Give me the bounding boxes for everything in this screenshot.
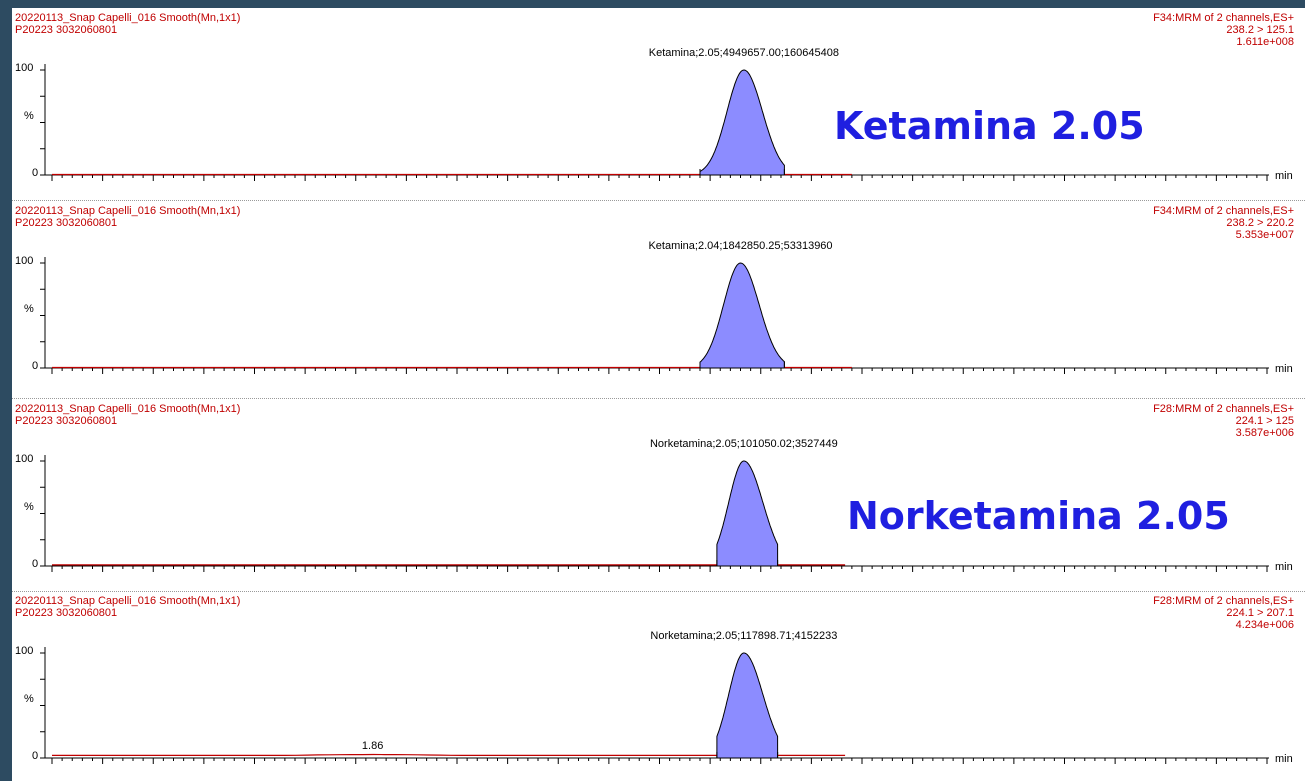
y-tick-percent: % (24, 303, 34, 315)
y-tick-0: 0 (32, 360, 39, 372)
y-tick-percent: % (24, 110, 34, 122)
transition-label: 238.2 > 220.2 (1226, 217, 1294, 229)
peak-label: Ketamina;2.05;4949657.00;160645408 (649, 47, 839, 59)
chromatogram-plot: min Norketamina;2.05;117898.71;4152233 1.8… (40, 630, 1293, 765)
sample-id: P20223 3032060801 (15, 607, 118, 619)
compound-annotation: Norketamina 2.05 (847, 494, 1230, 538)
y-tick-0: 0 (32, 167, 39, 179)
y-tick-percent: % (24, 693, 34, 705)
y-tick-100: 100 (15, 255, 34, 267)
sample-name: 20220113_Snap Capelli_016 Smooth(Mn,1x1) (15, 205, 241, 217)
chromatogram-plot: min Ketamina;2.05;4949657.00;160645408 (40, 47, 1293, 182)
peak-area (699, 262, 785, 369)
intensity-label: 5.353e+007 (1235, 229, 1294, 241)
y-tick-100: 100 (15, 645, 34, 657)
x-unit-label: min (1275, 561, 1293, 573)
chromatogram-panel: 20220113_Snap Capelli_016 Smooth(Mn,1x1)… (12, 8, 1305, 201)
baseline-trace (52, 753, 717, 756)
sample-id: P20223 3032060801 (15, 415, 118, 427)
function-label: F28:MRM of 2 channels,ES+ (1153, 595, 1294, 607)
x-unit-label: min (1275, 363, 1293, 375)
sample-name: 20220113_Snap Capelli_016 Smooth(Mn,1x1) (15, 12, 241, 24)
intensity-label: 1.611e+008 (1236, 36, 1294, 48)
minor-peak-label: 1.86 (362, 740, 383, 752)
chromatogram-panel: 20220113_Snap Capelli_016 Smooth(Mn,1x1)… (12, 591, 1305, 781)
transition-label: 238.2 > 125.1 (1226, 24, 1294, 36)
chromatogram-window: 20220113_Snap Capelli_016 Smooth(Mn,1x1)… (12, 8, 1305, 781)
y-tick-percent: % (24, 501, 34, 513)
sample-id: P20223 3032060801 (15, 24, 118, 36)
y-tick-0: 0 (32, 558, 39, 570)
x-unit-label: min (1275, 753, 1293, 765)
peak-area (699, 69, 785, 176)
peak-area (716, 652, 779, 759)
y-tick-0: 0 (32, 750, 39, 762)
peak-area (716, 460, 779, 567)
peak-label: Ketamina;2.04;1842850.25;53313960 (648, 240, 832, 252)
transition-label: 224.1 > 125 (1235, 415, 1294, 427)
x-unit-label: min (1275, 170, 1293, 182)
peak-label: Norketamina;2.05;101050.02;3527449 (650, 438, 838, 450)
chromatogram-panel: 20220113_Snap Capelli_016 Smooth(Mn,1x1)… (12, 201, 1305, 393)
intensity-label: 4.234e+006 (1235, 619, 1294, 631)
compound-annotation: Ketamina 2.05 (834, 104, 1145, 148)
chromatogram-plot: min Norketamina;2.05;101050.02;3527449 (40, 438, 1293, 573)
sample-id: P20223 3032060801 (15, 217, 118, 229)
y-tick-100: 100 (15, 453, 34, 465)
function-label: F28:MRM of 2 channels,ES+ (1153, 403, 1294, 415)
chromatogram-panel: 20220113_Snap Capelli_016 Smooth(Mn,1x1)… (12, 398, 1305, 592)
peak-label: Norketamina;2.05;117898.71;4152233 (650, 630, 837, 642)
sample-name: 20220113_Snap Capelli_016 Smooth(Mn,1x1) (15, 403, 241, 415)
function-label: F34:MRM of 2 channels,ES+ (1153, 12, 1294, 24)
y-tick-100: 100 (15, 62, 34, 74)
function-label: F34:MRM of 2 channels,ES+ (1153, 205, 1294, 217)
transition-label: 224.1 > 207.1 (1226, 607, 1294, 619)
chromatogram-plot: min Ketamina;2.04;1842850.25;53313960 (40, 240, 1293, 375)
intensity-label: 3.587e+006 (1235, 427, 1294, 439)
sample-name: 20220113_Snap Capelli_016 Smooth(Mn,1x1) (15, 595, 241, 607)
